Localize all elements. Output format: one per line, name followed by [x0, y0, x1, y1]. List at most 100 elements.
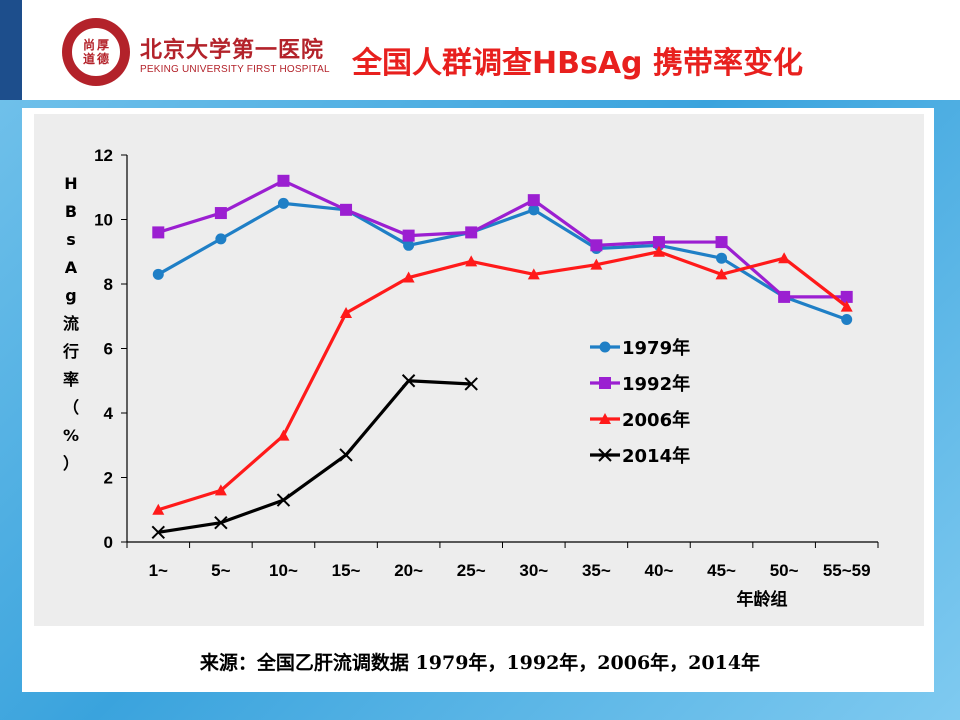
legend-label: 2006年: [622, 409, 690, 431]
data-point: [778, 290, 791, 303]
seal-char: 厚: [96, 38, 109, 52]
x-tick-label: 30~: [519, 561, 548, 580]
data-point: [527, 194, 540, 207]
x-tick-label: 55~59: [823, 561, 871, 580]
hospital-logo-seal: 尚 厚 道 德: [62, 18, 130, 86]
series-line: [157, 250, 848, 512]
slide-title: 全国人群调查HBsAg 携带率变化: [352, 46, 803, 81]
x-tick-label: 5~: [211, 561, 230, 580]
data-point: [716, 252, 728, 264]
data-point: [402, 229, 415, 242]
source-note: 来源：全国乙肝流调数据 1979年，1992年，2006年，2014年: [199, 652, 761, 674]
data-point: [465, 226, 478, 239]
slide-header: 尚 厚 道 德 北京大学第一医院 PEKING UNIVERSITY FIRST…: [0, 0, 960, 100]
legend-entry: 2006年: [590, 409, 690, 431]
y-tick-label: 12: [94, 146, 113, 165]
legend-label: 1992年: [622, 373, 690, 395]
data-point: [214, 484, 227, 496]
logo-seal-characters: 尚 厚 道 德: [82, 38, 110, 66]
y-axis-label-char: 行: [62, 342, 79, 361]
y-tick-label: 8: [104, 275, 113, 294]
y-axis-label-char: ）: [62, 454, 79, 473]
legend-label: 2014年: [622, 445, 690, 467]
data-point: [402, 271, 415, 283]
data-point: [590, 258, 603, 270]
data-point: [401, 374, 416, 388]
y-axis-label-char: %: [62, 426, 80, 445]
x-tick-label: 15~: [332, 561, 361, 580]
y-axis-label-char: 率: [62, 370, 79, 389]
x-axis-label: 年龄组: [737, 589, 788, 610]
logo-seal-inner-ring: 尚 厚 道 德: [70, 26, 122, 78]
data-point: [214, 207, 227, 220]
data-point: [590, 239, 603, 252]
series-2006年: [152, 245, 853, 515]
seal-char: 尚: [82, 38, 95, 52]
series-1992年: [152, 174, 853, 303]
x-tick-label: 35~: [582, 561, 611, 580]
y-axis-label-char: g: [65, 286, 77, 305]
data-point: [599, 341, 611, 353]
data-point: [214, 515, 228, 530]
data-point: [339, 448, 353, 462]
y-tick-label: 10: [94, 211, 113, 230]
series-line: [157, 179, 847, 299]
y-tick-label: 4: [104, 404, 114, 423]
data-point: [841, 313, 853, 325]
y-axis-label-char: H: [64, 174, 78, 193]
chart-panel: [34, 114, 924, 626]
x-tick-label: 10~: [269, 561, 298, 580]
series-2014年: [151, 374, 478, 540]
x-tick-label: 1~: [149, 561, 168, 580]
data-point: [340, 203, 353, 216]
data-point: [527, 268, 540, 280]
y-axis-label-char: A: [64, 258, 78, 277]
series-line: [158, 379, 472, 534]
header-left-band: [0, 0, 22, 100]
legend-entry: 2014年: [590, 445, 690, 467]
data-point: [652, 236, 665, 249]
data-point: [277, 174, 290, 187]
x-tick-label: 25~: [457, 561, 486, 580]
y-axis-label-char: 流: [62, 314, 79, 333]
data-point: [528, 204, 540, 216]
y-tick-label: 2: [104, 469, 113, 488]
data-point: [778, 252, 791, 264]
series-line: [157, 201, 848, 321]
x-tick-label: 45~: [707, 561, 736, 580]
data-point: [598, 448, 612, 462]
data-point: [277, 197, 289, 209]
data-point: [464, 377, 478, 391]
data-point: [465, 255, 478, 267]
legend-entry: 1979年: [590, 337, 690, 359]
hospital-name-cn: 北京大学第一医院: [140, 37, 325, 63]
legend-entry: 1992年: [590, 373, 690, 395]
data-point: [152, 268, 164, 280]
legend-label: 1979年: [622, 337, 690, 359]
data-point: [151, 525, 165, 540]
y-axis-label-char: B: [64, 202, 78, 221]
data-point: [215, 233, 227, 245]
x-tick-label: 20~: [394, 561, 423, 580]
data-point: [599, 413, 611, 424]
data-point: [277, 429, 290, 441]
seal-char: 德: [96, 52, 109, 66]
y-axis-label-char: s: [66, 230, 76, 249]
data-point: [152, 503, 165, 515]
x-tick-label: 50~: [770, 561, 799, 580]
y-tick-label: 0: [104, 533, 113, 552]
data-point: [715, 268, 728, 280]
data-point: [652, 245, 665, 257]
data-point: [599, 377, 611, 389]
x-tick-label: 40~: [645, 561, 674, 580]
data-point: [152, 226, 165, 239]
data-point: [715, 236, 728, 249]
data-point: [403, 239, 415, 251]
y-axis-label-char: （: [62, 398, 79, 417]
seal-char: 道: [82, 52, 95, 66]
y-tick-label: 6: [104, 340, 113, 359]
hospital-name-en: PEKING UNIVERSITY FIRST HOSPITAL: [140, 64, 330, 75]
data-point: [340, 307, 353, 319]
